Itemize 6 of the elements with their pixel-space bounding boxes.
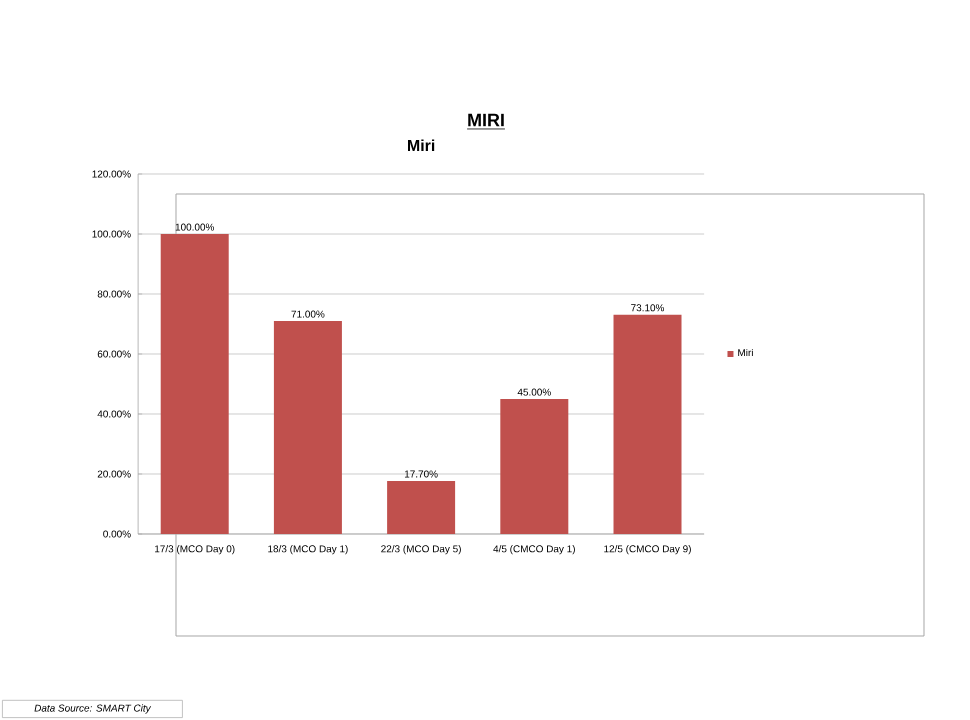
chart-title: MIRI — [468, 113, 504, 127]
bar — [387, 480, 456, 534]
bar — [500, 399, 569, 534]
bar — [613, 314, 682, 534]
bar — [273, 321, 342, 534]
bar — [160, 234, 229, 534]
